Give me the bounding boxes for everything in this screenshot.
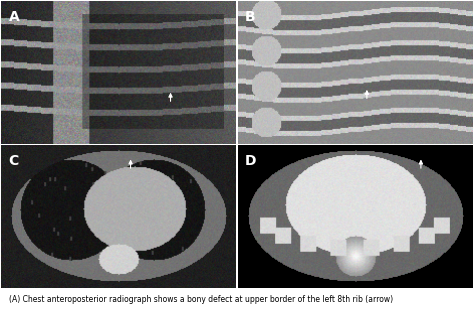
Text: (A) Chest anteroposterior radiograph shows a bony defect at upper border of the : (A) Chest anteroposterior radiograph sho… [9,295,393,304]
Text: A: A [9,10,19,24]
Text: D: D [245,154,256,168]
Text: B: B [245,10,255,24]
Text: C: C [9,154,18,168]
